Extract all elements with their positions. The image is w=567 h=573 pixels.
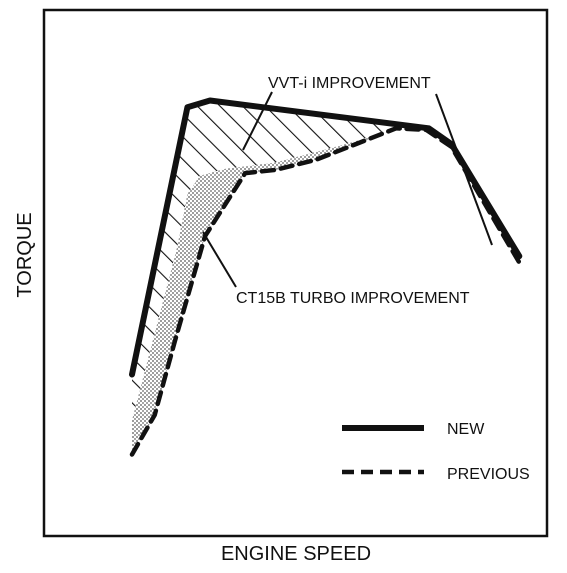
series-layer [129, 97, 523, 457]
vvti-leader-line-right [435, 93, 493, 246]
x-axis-label: ENGINE SPEED [221, 543, 371, 565]
series-line-previous [129, 126, 522, 457]
vvti-label: VVT-i IMPROVEMENT [268, 75, 431, 92]
turbo-leader-line [202, 231, 237, 288]
turbo-improvement-region [132, 128, 427, 455]
turbo-label: CT15B TURBO IMPROVEMENT [236, 290, 470, 307]
vvti-leader-line [242, 91, 273, 151]
legend-new-label: NEW [447, 421, 485, 438]
legend-previous-label: PREVIOUS [447, 466, 530, 483]
legend: NEW PREVIOUS [342, 421, 530, 483]
y-axis-label: TORQUE [14, 212, 36, 297]
plot-frame [42, 8, 549, 538]
